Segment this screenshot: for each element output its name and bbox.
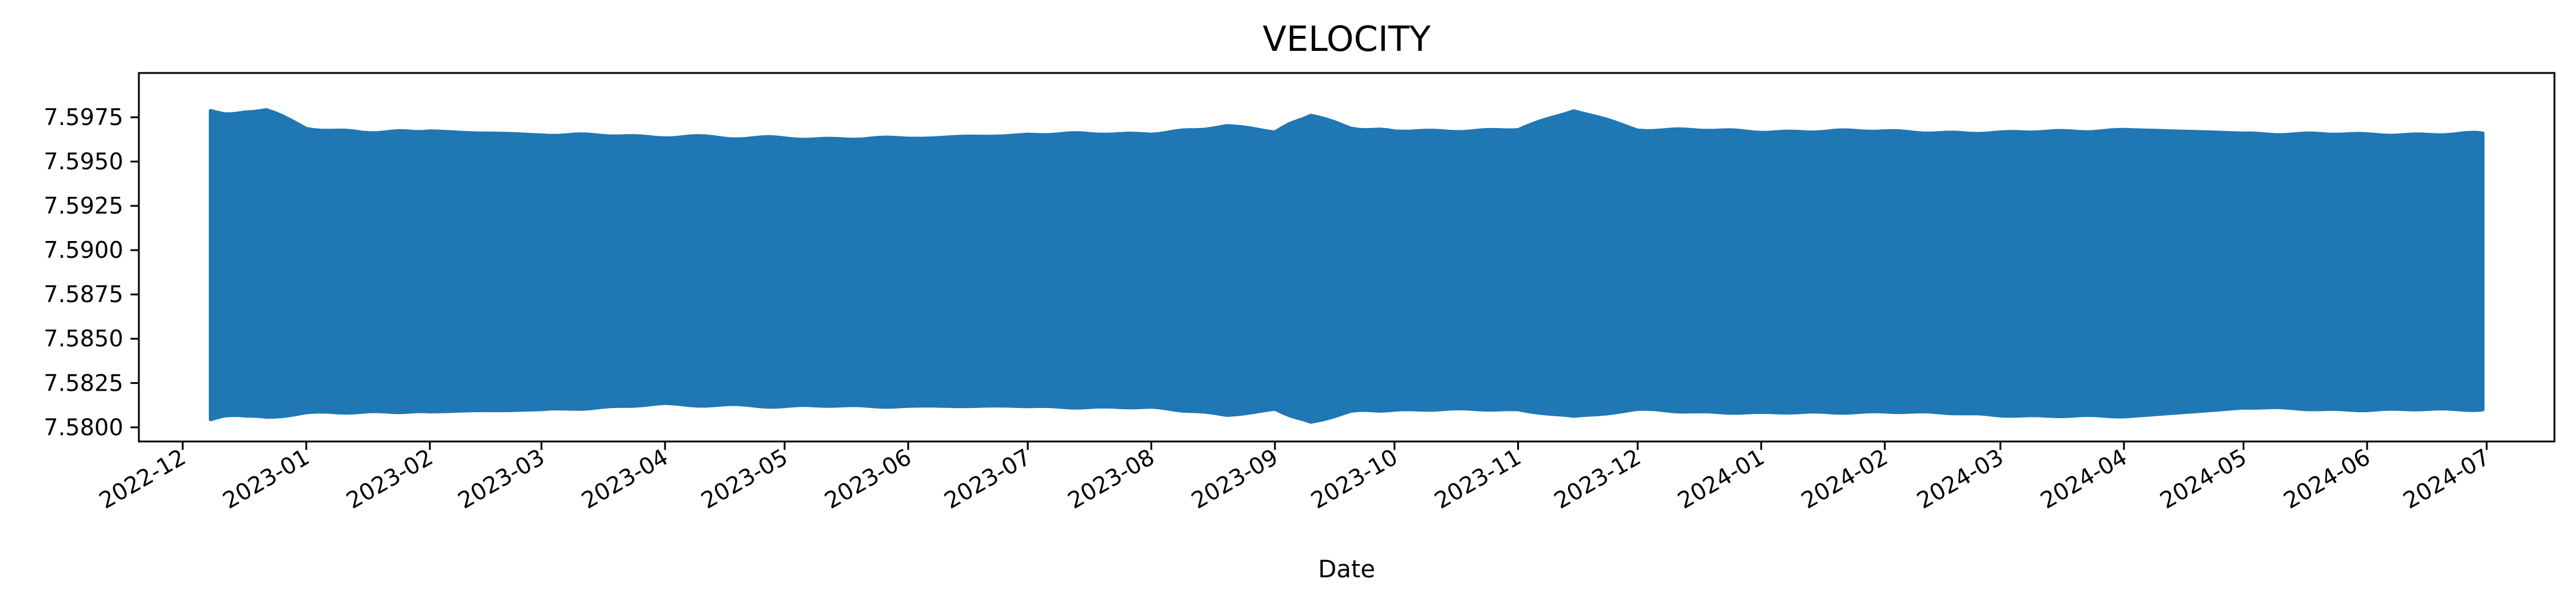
y-tick-label: 7.5825 bbox=[44, 370, 123, 396]
y-tick-label: 7.5850 bbox=[44, 325, 123, 352]
y-tick-label: 7.5900 bbox=[44, 237, 123, 263]
y-tick-label: 7.5950 bbox=[44, 148, 123, 175]
y-tick-label: 7.5925 bbox=[44, 193, 123, 219]
y-axis: 7.5800 7.5825 7.5850 7.5875 7.5900 7.5925 7.59… bbox=[44, 104, 139, 440]
x-axis-label: Date bbox=[1318, 556, 1375, 583]
chart-title: VELOCITY bbox=[1263, 19, 1431, 59]
axes-frame bbox=[138, 72, 2556, 443]
y-tick-label: 7.5975 bbox=[44, 104, 123, 130]
y-tick-label: 7.5800 bbox=[44, 414, 123, 440]
plot-area bbox=[208, 108, 2485, 424]
velocity-series-0 bbox=[208, 108, 2485, 424]
y-tick-label: 7.5875 bbox=[44, 281, 123, 307]
